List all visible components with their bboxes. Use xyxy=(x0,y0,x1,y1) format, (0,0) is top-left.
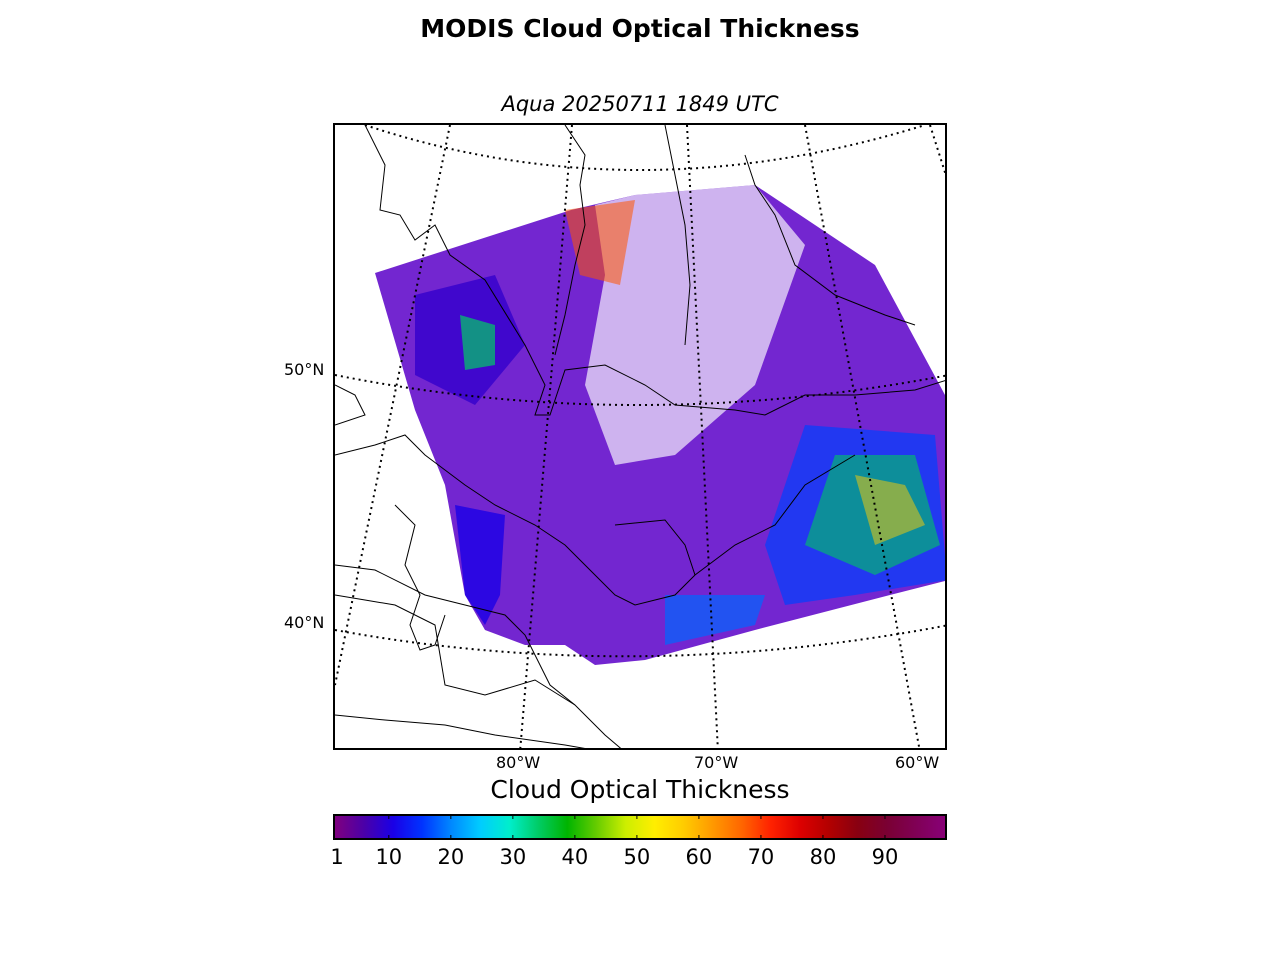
colorbar-tick-label: 70 xyxy=(747,845,775,869)
lat-label-50n: 50°N xyxy=(284,360,325,379)
lon-label-80w: 80°W xyxy=(496,753,541,772)
map-panel[interactable] xyxy=(333,123,947,750)
lon-label-60w: 60°W xyxy=(895,753,940,772)
colorbar xyxy=(333,814,947,840)
colorbar-tick-label: 1 xyxy=(330,845,344,869)
colorbar-tick-label: 90 xyxy=(871,845,899,869)
lat-label-40n: 40°N xyxy=(284,613,325,632)
plot-subtitle: Aqua 20250711 1849 UTC xyxy=(501,92,779,116)
colorbar-tick-label: 40 xyxy=(561,845,589,869)
colorbar-tick-label: 60 xyxy=(685,845,713,869)
colorbar-ticks xyxy=(388,814,886,840)
colorbar-tick-label: 80 xyxy=(809,845,837,869)
colorbar-tick-label: 20 xyxy=(437,845,465,869)
cloud-swath xyxy=(375,185,945,665)
coastlines xyxy=(335,125,945,748)
graticule xyxy=(335,125,945,748)
lon-label-70w: 70°W xyxy=(694,753,739,772)
plot-title: MODIS Cloud Optical Thickness xyxy=(420,14,860,43)
map-svg xyxy=(335,125,945,748)
colorbar-tick-label: 10 xyxy=(375,845,403,869)
colorbar-title: Cloud Optical Thickness xyxy=(490,775,790,804)
colorbar-tick-label: 50 xyxy=(623,845,651,869)
colorbar-tick-label: 30 xyxy=(499,845,527,869)
